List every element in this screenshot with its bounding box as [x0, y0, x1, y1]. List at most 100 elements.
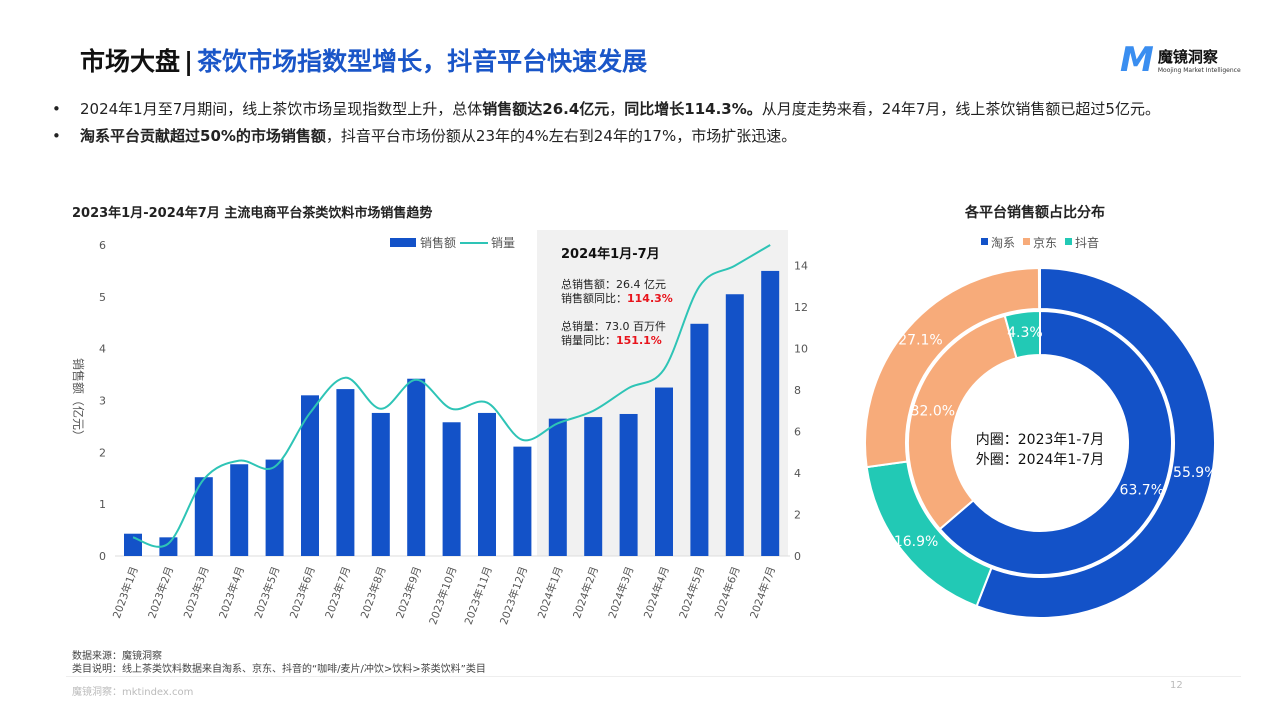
x-tick-label: 2024年4月: [641, 565, 672, 621]
outer-ring-segment: [864, 266, 1041, 469]
x-tick-label: 2023年1月: [110, 565, 141, 621]
inner-ring-segment: [907, 314, 1018, 531]
y2-tick-label: 2: [794, 509, 801, 522]
inner-ring-label: 63.7%: [1120, 483, 1164, 499]
x-tick-label: 2023年2月: [145, 565, 176, 621]
x-tick-label: 2023年12月: [497, 565, 530, 627]
bar: [301, 395, 319, 556]
logo: M 魔镜洞察 Moojing Market Intelligence: [1120, 40, 1241, 80]
inner-ring-segment: [938, 309, 1173, 576]
bar: [230, 464, 249, 556]
annotation-sales-yoy: 销售额同比：114.3%: [561, 291, 673, 305]
annotation-title: 2024年1月-7月: [561, 246, 660, 262]
center-text-inner: 内圈：2023年1-7月: [976, 432, 1105, 448]
x-tick-label: 2023年4月: [216, 565, 247, 621]
outer-ring-segment: [975, 266, 1217, 619]
bar: [725, 294, 744, 556]
legend-label: 抖音: [1075, 235, 1099, 250]
y-tick-label: 6: [99, 239, 106, 252]
outer-ring-label: 55.9%: [1173, 465, 1217, 481]
bar: [690, 323, 709, 556]
annotation-sales-yoy-value: 114.3%: [627, 292, 673, 305]
annotation-total-sales: 总销售额：26.4 亿元: [561, 277, 666, 291]
y2-tick-label: 4: [794, 467, 801, 480]
bullet-list: 2024年1月至7月期间，线上茶饮市场呈现指数型上升，总体销售额达26.4亿元，…: [50, 96, 1240, 150]
x-tick-label: 2024年7月: [747, 565, 778, 621]
y-tick-label: 1: [99, 498, 106, 511]
bar: [619, 413, 638, 556]
bar: [513, 446, 532, 556]
legend-label: 淘系: [991, 236, 1015, 250]
divider: [66, 676, 1241, 677]
annotation-total-volume: 总销量：73.0 百万件: [561, 319, 666, 333]
y2-tick-label: 14: [794, 260, 808, 273]
bar: [761, 270, 780, 556]
inner-ring-segment: [1003, 309, 1041, 360]
sales-volume-line: [132, 244, 771, 548]
x-tick-label: 2023年8月: [358, 565, 389, 621]
outer-ring-label: 27.1%: [898, 333, 942, 349]
bar: [159, 537, 178, 556]
outer-ring-segment: [865, 460, 993, 608]
bar: [407, 378, 426, 556]
x-tick-label: 2024年1月: [535, 565, 566, 621]
bar: [371, 412, 390, 556]
page-title: 市场大盘 | 茶饮市场指数型增长，抖音平台快速发展: [80, 47, 648, 76]
y2-tick-label: 6: [794, 426, 801, 439]
y2-tick-label: 0: [794, 550, 801, 563]
x-tick-label: 2023年6月: [287, 565, 318, 621]
legend-label-sales: 销售额: [420, 235, 456, 250]
bar: [265, 459, 284, 556]
y2-axis-label: 销量（百万件）: [819, 358, 820, 442]
category-note: 类目说明：线上茶类饮料数据来自淘系、京东、抖音的“咖啡/麦片/冲饮>饮料>茶类饮…: [72, 664, 486, 675]
legend-label: 京东: [1033, 236, 1057, 250]
bar: [584, 417, 603, 556]
bar: [336, 389, 355, 556]
annotation-volume-yoy: 销量同比：151.1%: [561, 333, 662, 347]
outer-ring-label: 16.9%: [894, 534, 938, 550]
bullet-item: 淘系平台贡献超过50%的市场销售额，抖音平台市场份额从23年的4%左右到24年的…: [50, 123, 1240, 150]
y2-tick-label: 12: [794, 301, 808, 314]
bullet-item: 2024年1月至7月期间，线上茶饮市场呈现指数型上升，总体销售额达26.4亿元，…: [50, 96, 1240, 123]
legend-swatch: [1065, 238, 1072, 245]
x-tick-label: 2024年3月: [606, 565, 637, 621]
bar: [548, 418, 567, 556]
x-tick-label: 2023年7月: [322, 565, 353, 621]
y-tick-label: 3: [99, 395, 106, 408]
bar: [124, 533, 142, 556]
legend-label-volume: 销量: [491, 236, 515, 250]
x-tick-label: 2023年11月: [462, 565, 495, 627]
bar: [478, 412, 496, 556]
bar: [655, 387, 673, 556]
bar-chart-title: 2023年1月-2024年7月 主流电商平台茶类饮料市场销售趋势: [72, 206, 433, 221]
x-tick-label: 2023年5月: [252, 565, 283, 621]
y-axis-label: 销售额（亿元）: [71, 358, 86, 442]
x-tick-label: 2024年6月: [712, 565, 743, 621]
center-text-outer: 外圈：2024年1-7月: [976, 452, 1105, 468]
logo-mark: M: [1120, 40, 1154, 80]
site-link[interactable]: 魔镜洞察：mktindex.com: [72, 687, 194, 698]
inner-ring-label: 4.3%: [1007, 325, 1043, 341]
y-tick-label: 2: [99, 446, 106, 459]
y2-tick-label: 8: [794, 384, 801, 397]
page-number: 12: [1170, 680, 1183, 691]
y-tick-label: 4: [99, 343, 106, 356]
x-tick-label: 2023年9月: [393, 565, 424, 621]
annotation-volume-yoy-value: 151.1%: [616, 334, 662, 347]
inner-ring-label: 32.0%: [911, 403, 955, 419]
y-tick-label: 5: [99, 291, 106, 304]
pie-chart-title: 各平台销售额占比分布: [965, 205, 1105, 221]
bar: [442, 422, 461, 556]
data-source: 数据来源：魔镜洞察: [72, 651, 162, 662]
bar: [194, 477, 213, 556]
legend-swatch-sales: [390, 238, 416, 247]
x-tick-label: 2024年5月: [676, 565, 707, 621]
x-tick-label: 2023年3月: [181, 565, 212, 621]
legend-swatch: [981, 238, 988, 245]
y-tick-label: 0: [99, 550, 106, 563]
x-tick-label: 2024年2月: [570, 565, 601, 621]
x-tick-label: 2023年10月: [426, 565, 459, 627]
legend-swatch: [1023, 238, 1030, 245]
y2-tick-label: 10: [794, 343, 808, 356]
